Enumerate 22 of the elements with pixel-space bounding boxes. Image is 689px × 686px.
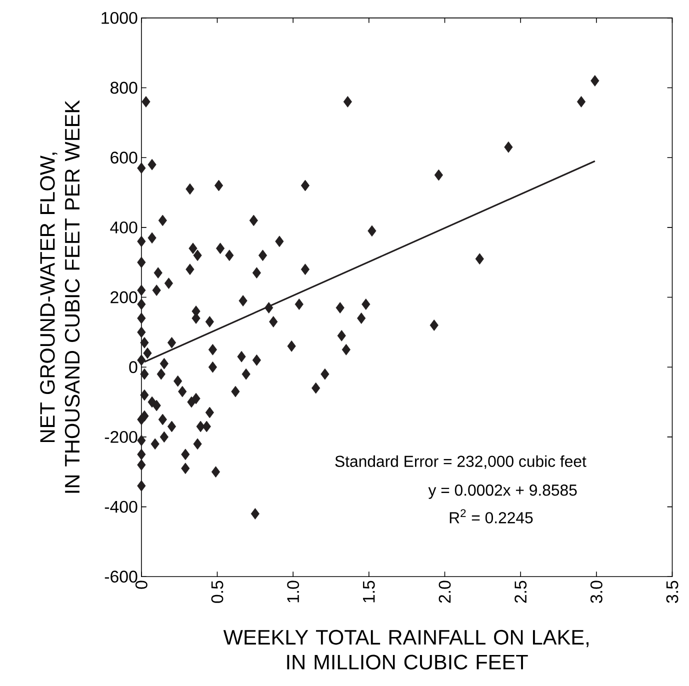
y-tick-label: 0 [129,361,138,373]
x-tick-label: 1.5 [363,580,375,602]
annotation: R$^{2}$ = 0.2245 [450,509,533,524]
x-axis-title: WEEKLY TOTAL RAINFALL ON LAKE, IN MILLION CUBIC FEET [223,630,588,670]
y-tick-label: 1000 [102,12,138,24]
annotation: y = 0.0002x + 9.8585 [428,484,577,499]
y-tick-label: 200 [110,291,138,304]
y-tick-label: 600 [110,152,138,164]
x-tick-label: 0 [135,580,148,589]
x-tick-label: 0.5 [211,580,224,603]
y-axis-title: NET GROUND-WATER FLOW, IN THOUSAND CUBIC FEET PER WEEK [40,100,80,493]
x-tick-label: 2.5 [514,580,527,603]
y-tick-label: -200 [104,430,138,443]
y-tick-label: -600 [104,570,138,583]
y-tick-label: 800 [110,82,138,94]
annotation: Standard Error = 232,000 cubic feet [335,455,586,469]
y-tick-label: 400 [110,221,138,234]
x-tick-label: 1.0 [287,580,300,602]
x-tick-label: 3.5 [666,580,678,603]
x-tick-label: 2.0 [438,580,451,603]
x-tick-label: 3.0 [590,580,602,603]
y-tick-label: -400 [104,500,138,513]
